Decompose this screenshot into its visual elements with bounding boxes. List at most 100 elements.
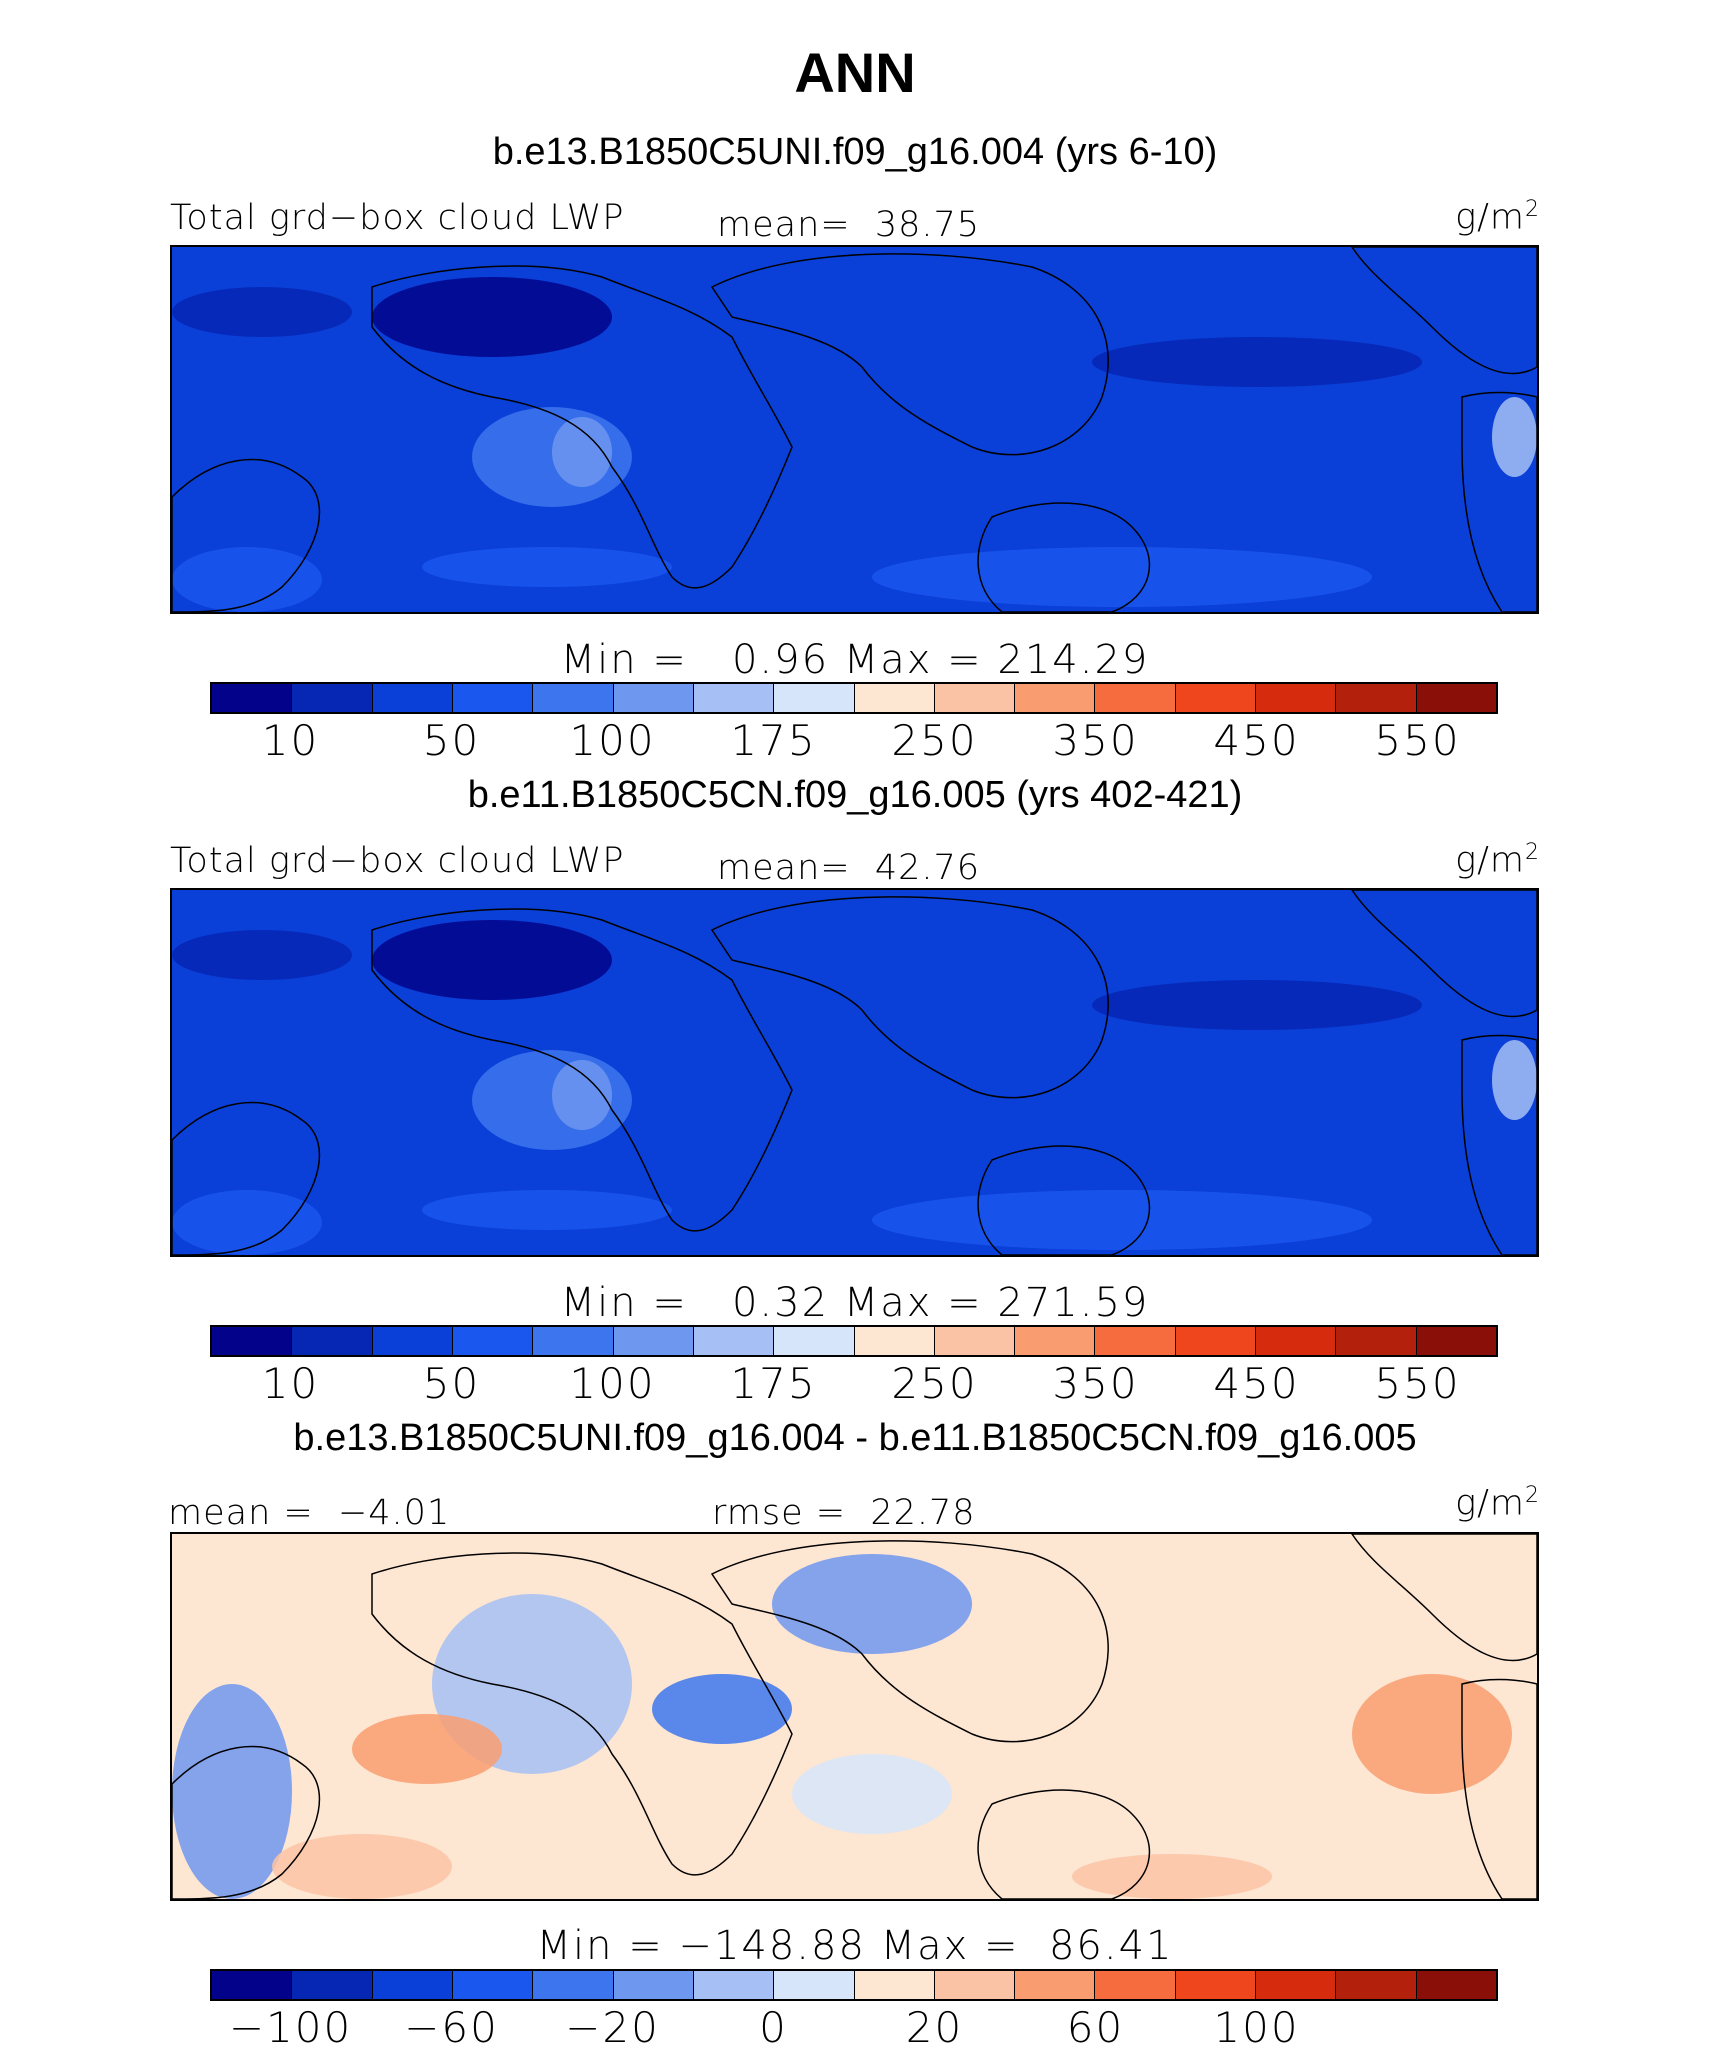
field-contour [272,1834,452,1899]
colorbar-swatch [854,1327,935,1355]
colorbar-tick-label: 100 [1213,2003,1300,2052]
panel-2-minmax: Min = 0.32 Max = 271.59 [560,1280,1150,1326]
colorbar-tick-label: 100 [569,1359,656,1408]
coastline [710,1540,1109,1743]
colorbar-swatch [452,684,534,712]
colorbar-swatch [613,684,694,712]
colorbar-tick-label: 20 [905,2003,964,2052]
colorbar-swatch [452,1327,534,1355]
colorbar-tick-label: 100 [569,716,656,765]
colorbar-swatch [934,684,1016,712]
panel-1-units: g/m2 [1455,197,1540,238]
colorbar-swatch [1416,1971,1496,1999]
colorbar-swatch [372,1327,453,1355]
field-contour [172,930,352,980]
colorbar-tick-label: −60 [404,2003,499,2052]
colorbar-tick-label: 450 [1213,716,1300,765]
coastline [1461,1034,1537,1255]
panel-1-colorbar-ticks: 10 50 100 175 250 350 450 550 [210,716,1498,765]
colorbar-swatch [372,684,453,712]
field-contour [552,417,612,487]
colorbar-tick-label: 175 [730,1359,817,1408]
colorbar-swatch [292,1971,373,1999]
colorbar-swatch [1095,1971,1176,1999]
colorbar-swatch [212,684,293,712]
map-field [172,1534,1537,1899]
panel-1-minmax: Min = 0.96 Max = 214.29 [560,637,1150,683]
field-contour [1492,1040,1537,1120]
colorbar-tick-label: −20 [565,2003,660,2052]
field-contour [1352,1674,1512,1794]
coastline [1461,1678,1537,1899]
colorbar-tick-label: 450 [1213,1359,1300,1408]
field-background [172,890,1537,1255]
panel-3-rmse-label: rmse = 22.78 [712,1493,976,1533]
field-contour [372,920,612,1000]
field-contour [172,1684,292,1899]
coastline [172,1745,321,1899]
coastline [977,502,1151,612]
colorbar-swatch [774,1971,855,1999]
coastline [710,896,1109,1099]
panel-3-map [170,1532,1539,1901]
colorbar-swatch [1175,1971,1257,1999]
colorbar-swatch [1336,1327,1417,1355]
colorbar-swatch [693,684,775,712]
coastline [977,1789,1151,1899]
field-contour [772,1554,972,1654]
colorbar-tick-label: 60 [1066,2003,1125,2052]
colorbar-tick-label: 0 [759,2003,788,2052]
colorbar-swatch [854,1971,935,1999]
colorbar-swatch [1256,1327,1337,1355]
colorbar-swatch [1175,1327,1257,1355]
panel-2-colorbar-ticks: 10 50 100 175 250 350 450 550 [210,1359,1498,1408]
map-field [172,890,1537,1255]
field-contour [552,1060,612,1130]
colorbar-swatch [1095,1327,1176,1355]
coastline [172,458,321,612]
field-contour [1092,980,1422,1030]
field-contour [172,547,322,612]
panel-1-mean-label: mean= 38.75 [717,205,981,245]
field-contour [422,1190,672,1230]
panel-3-colorbar-ticks: −100 −60 −20 0 20 60 100 [210,2003,1498,2052]
panel-3-units: g/m2 [1455,1483,1540,1524]
colorbar-swatch [1015,684,1096,712]
panel-2-map [170,888,1539,1257]
colorbar-swatch [292,684,373,712]
colorbar-swatch [533,1327,614,1355]
colorbar-swatch [1015,1327,1096,1355]
colorbar-swatch [1416,1327,1496,1355]
coastline [977,1145,1151,1255]
colorbar-tick-label: 350 [1052,1359,1139,1408]
field-contour [372,277,612,357]
colorbar-swatch [774,1327,855,1355]
field-contour [352,1714,502,1784]
panel-2-mean-label: mean= 42.76 [717,848,981,888]
colorbar-swatch [292,1327,373,1355]
colorbar-swatch [774,684,855,712]
figure-title: ANN [794,41,916,104]
colorbar-swatch [212,1327,293,1355]
coastline [371,1552,793,1876]
colorbar-tick-label: 50 [422,716,481,765]
colorbar-swatch [372,1971,453,1999]
colorbar-swatch [693,1327,775,1355]
colorbar-swatch [613,1327,694,1355]
colorbar-swatch [212,1971,293,1999]
colorbar-swatch [1256,1971,1337,1999]
field-background [172,247,1537,612]
coastline [1351,1534,1537,1662]
panel-3-case-title: b.e13.B1850C5UNI.f09_g16.004 - b.e11.B18… [293,1417,1417,1459]
panel-1-variable-label: Total grd−box cloud LWP [170,198,625,238]
field-contour [1092,337,1422,387]
field-contour [872,1190,1372,1250]
panel-2-variable-label: Total grd−box cloud LWP [170,841,625,881]
panel-1-colorbar [210,682,1498,714]
colorbar-swatch [1336,684,1417,712]
coastline [172,1101,321,1255]
panel-1-case-title: b.e13.B1850C5UNI.f09_g16.004 (yrs 6-10) [492,131,1218,173]
colorbar-tick-label: 175 [730,716,817,765]
coastline [371,265,793,589]
colorbar-tick-label: 250 [891,1359,978,1408]
